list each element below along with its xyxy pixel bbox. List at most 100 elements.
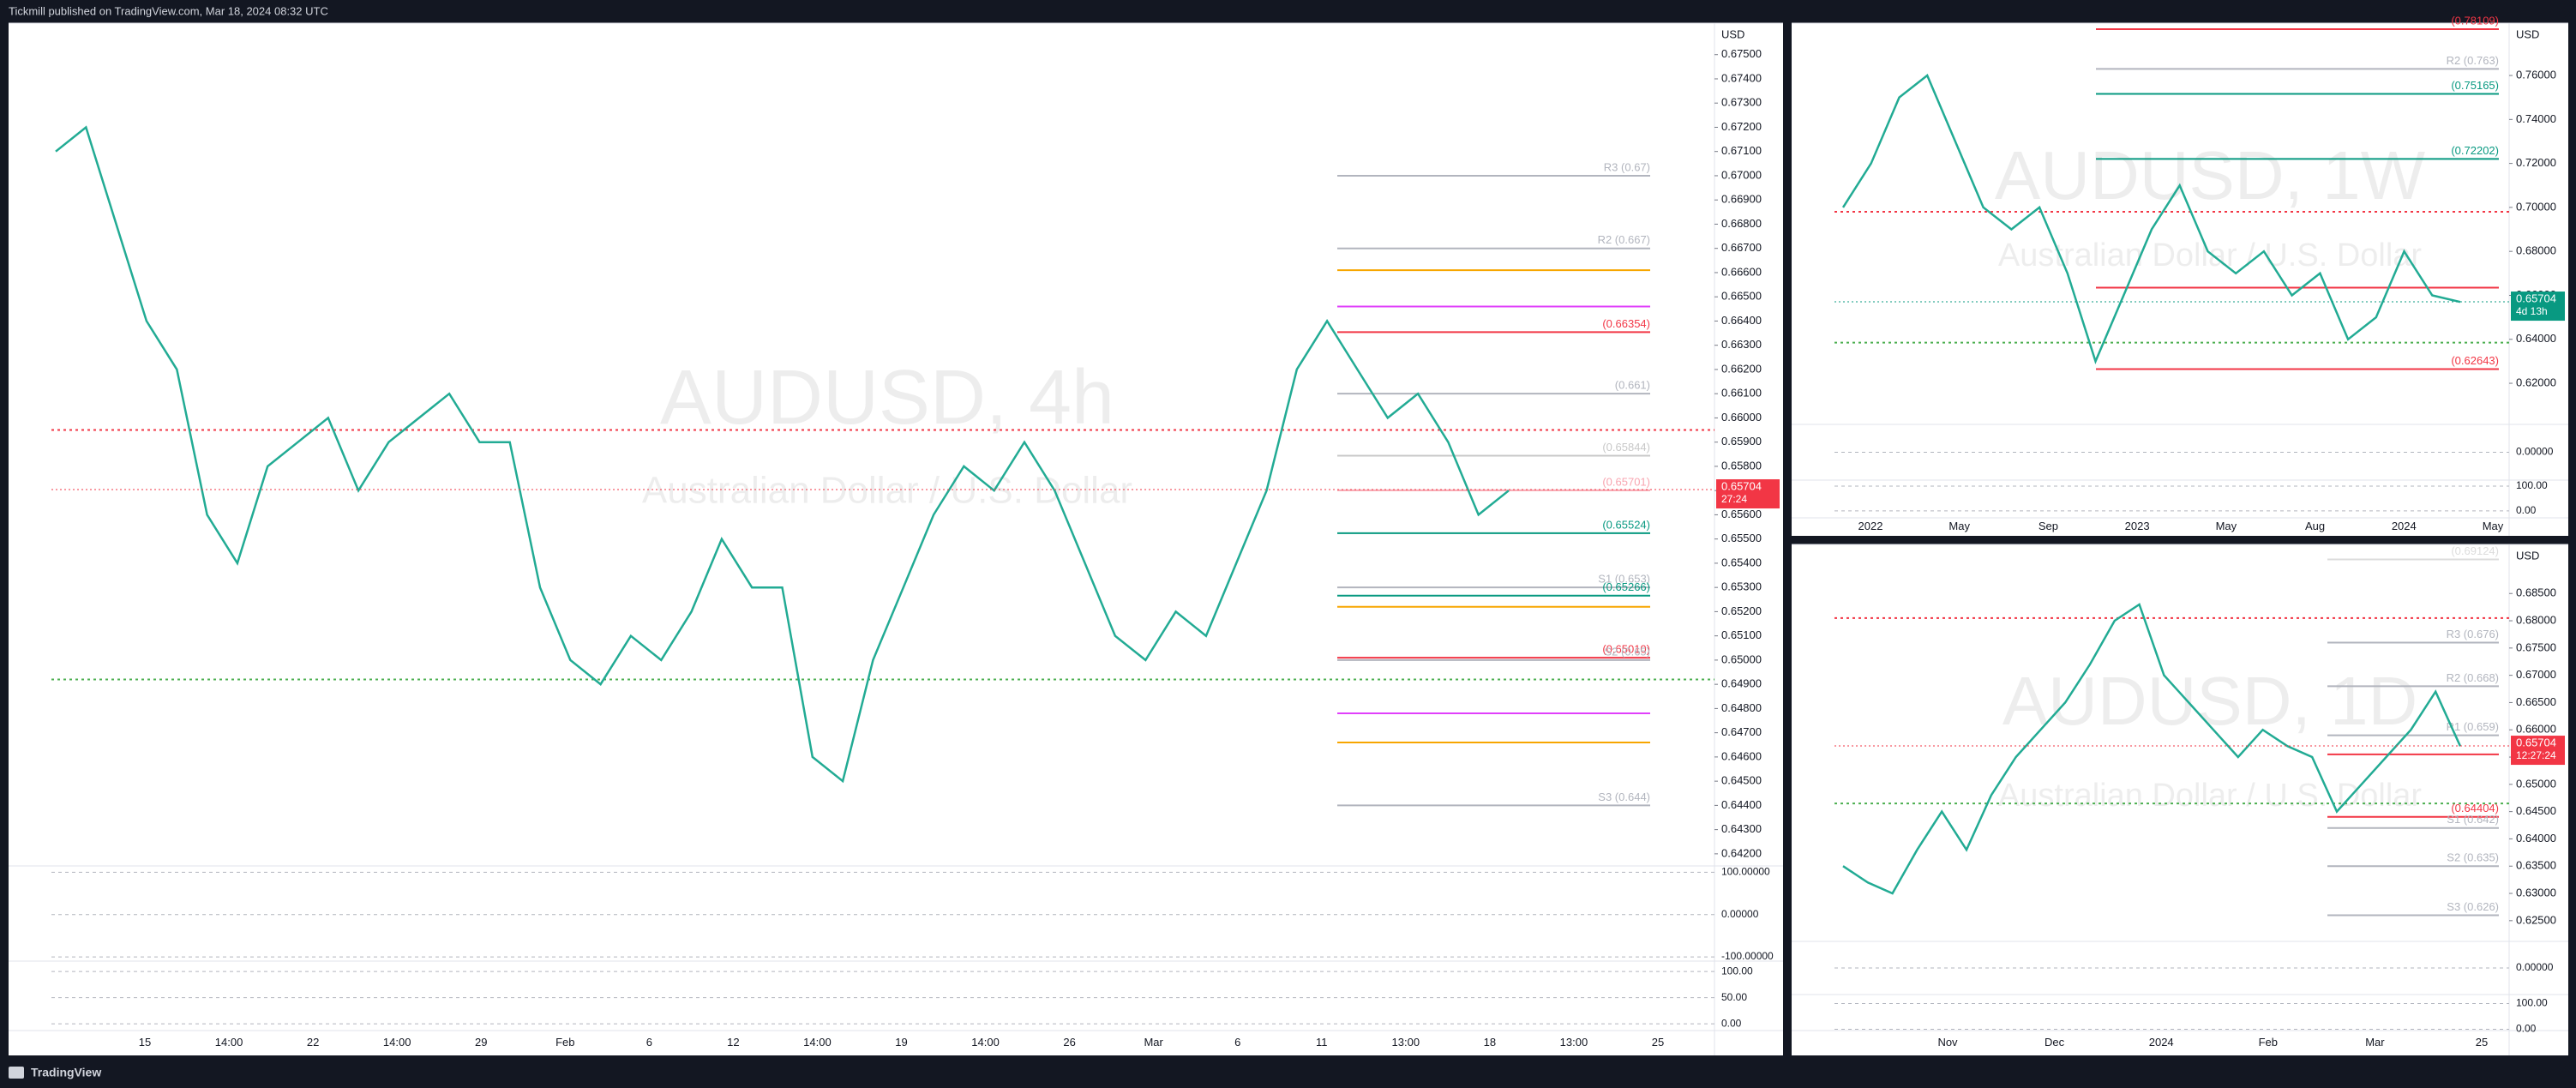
watermark: AUDUSD, 1W <box>1995 137 2426 213</box>
x-tick-label: Mar <box>2365 1036 2385 1049</box>
level-label: S2 (0.65) <box>1605 645 1650 658</box>
x-tick-label: 6 <box>646 1036 652 1049</box>
y-tick-label: 0.66000 <box>1721 411 1762 424</box>
y-tick-label: 0.72000 <box>2516 156 2556 169</box>
y-tick-label: 0.62000 <box>2516 376 2556 388</box>
watermark: AUDUSD, 1D <box>2003 663 2418 739</box>
x-tick-label: 12 <box>727 1036 739 1049</box>
x-tick-label: Feb <box>555 1036 574 1049</box>
current-price-box <box>2511 736 2565 766</box>
x-tick-label: 2024 <box>2149 1036 2174 1049</box>
indicator-tick-label: 100.00 <box>2516 479 2548 491</box>
level-label: (0.65010) <box>1602 643 1650 656</box>
brand-logo <box>9 1067 24 1079</box>
current-price-box <box>1716 479 1780 509</box>
y-tick-label: 0.64800 <box>1721 701 1762 714</box>
current-price-label: 0.65704 <box>1721 479 1762 492</box>
level-label: (0.64404) <box>2451 802 2499 814</box>
y-tick-label: 0.66200 <box>1721 362 1762 375</box>
x-tick-label: 14:00 <box>215 1036 243 1049</box>
level-label: (0.62643) <box>2451 354 2499 367</box>
current-price-box <box>2511 292 2565 322</box>
y-tick-label: 0.67500 <box>2516 640 2556 653</box>
level-label: R2 (0.667) <box>1598 233 1650 246</box>
watermark-subtitle: Australian Dollar / U.S. Dollar <box>1998 778 2423 814</box>
indicator-tick-label: 0.00000 <box>2516 446 2554 458</box>
level-label: (0.69124) <box>2451 544 2499 557</box>
y-tick-label: 0.63500 <box>2516 859 2556 872</box>
indicator-tick-label: 50.00 <box>1721 991 1747 1003</box>
x-tick-label: 2023 <box>2125 520 2150 532</box>
price-line <box>1841 74 2461 364</box>
x-tick-label: Feb <box>2259 1036 2278 1049</box>
indicator-tick-label: 0.00000 <box>1721 908 1759 920</box>
y-tick-label: 0.65500 <box>1721 532 1762 544</box>
y-tick-label: 0.65600 <box>1721 508 1762 520</box>
y-tick-label: 0.68500 <box>2516 586 2556 599</box>
y-tick-label: 0.74000 <box>2516 112 2556 125</box>
indicator-tick-label: 0.00 <box>2516 1023 2537 1035</box>
level-label: S3 (0.626) <box>2447 900 2499 913</box>
x-tick-label: 22 <box>307 1036 319 1049</box>
level-label: S1 (0.642) <box>2447 813 2499 826</box>
level-label: (0.78109) <box>2451 14 2499 27</box>
indicator-tick-label: 100.00 <box>1721 965 1753 977</box>
indicator-tick-label: 0.00000 <box>2516 961 2554 973</box>
x-tick-label: Sep <box>2039 520 2058 532</box>
x-tick-label: 13:00 <box>1560 1036 1588 1049</box>
chart-panel: AUDUSD, 1W Australian Dollar / U.S. Dolla… <box>1792 14 2568 536</box>
level-label: (0.65701) <box>1602 475 1650 488</box>
y-tick-label: 0.66500 <box>2516 695 2556 708</box>
y-tick-label: 0.66100 <box>1721 387 1762 400</box>
currency-label: USD <box>1721 27 1744 40</box>
currency-label: USD <box>2516 549 2539 562</box>
x-tick-label: Mar <box>1144 1036 1163 1049</box>
y-tick-label: 0.67200 <box>1721 120 1762 133</box>
y-tick-label: 0.67000 <box>1721 168 1762 181</box>
level-label: R2 (0.668) <box>2447 671 2499 684</box>
y-tick-label: 0.66700 <box>1721 241 1762 254</box>
y-tick-label: 0.66900 <box>1721 193 1762 206</box>
x-tick-label: Aug <box>2305 520 2325 532</box>
x-tick-label: Nov <box>1937 1036 1958 1049</box>
x-tick-label: 25 <box>1652 1036 1664 1049</box>
x-tick-label: 14:00 <box>971 1036 1000 1049</box>
watermark: AUDUSD, 4h <box>660 355 1114 441</box>
watermark-subtitle: Australian Dollar / U.S. Dollar <box>642 470 1132 512</box>
indicator-tick-label: -100.00000 <box>1721 950 1774 962</box>
x-tick-label: 14:00 <box>803 1036 832 1049</box>
currency-label: USD <box>2516 27 2539 40</box>
y-tick-label: 0.64000 <box>2516 332 2556 345</box>
panel-background <box>1792 544 2568 1055</box>
x-tick-label: 19 <box>895 1036 907 1049</box>
level-label: S2 (0.635) <box>2447 851 2499 864</box>
countdown-label: 4d 13h <box>2516 305 2548 317</box>
price-line <box>1842 603 2462 895</box>
x-tick-label: 26 <box>1063 1036 1075 1049</box>
level-label: (0.66354) <box>1602 317 1650 330</box>
level-label: (0.65844) <box>1602 441 1650 454</box>
y-tick-label: 0.64500 <box>2516 804 2556 817</box>
y-tick-label: 0.70000 <box>2516 200 2556 213</box>
countdown-label: 12:27:24 <box>2516 749 2556 761</box>
y-tick-label: 0.62500 <box>2516 913 2556 926</box>
chart-panel: AUDUSD, 4h Australian Dollar / U.S. Dolla… <box>9 22 1783 1055</box>
panel-background <box>9 23 1783 1055</box>
y-tick-label: 0.64300 <box>1721 822 1762 835</box>
y-tick-label: 0.66300 <box>1721 338 1762 351</box>
level-label: R1 (0.659) <box>2447 720 2499 733</box>
countdown-label: 27:24 <box>1721 493 1747 505</box>
y-tick-label: 0.63000 <box>2516 886 2556 899</box>
x-tick-label: 25 <box>2476 1036 2488 1049</box>
level-label: R3 (0.676) <box>2447 628 2499 640</box>
level-label: (0.75165) <box>2451 79 2499 92</box>
x-tick-label: 2024 <box>2392 520 2417 532</box>
y-tick-label: 0.65000 <box>1721 652 1762 665</box>
level-label: (0.65266) <box>1602 580 1650 593</box>
level-label: R3 (0.67) <box>1604 160 1650 173</box>
y-tick-label: 0.65000 <box>2516 777 2556 790</box>
footer-brand[interactable]: TradingView <box>31 1066 101 1079</box>
y-tick-label: 0.64000 <box>2516 832 2556 845</box>
y-tick-label: 0.64400 <box>1721 798 1762 811</box>
